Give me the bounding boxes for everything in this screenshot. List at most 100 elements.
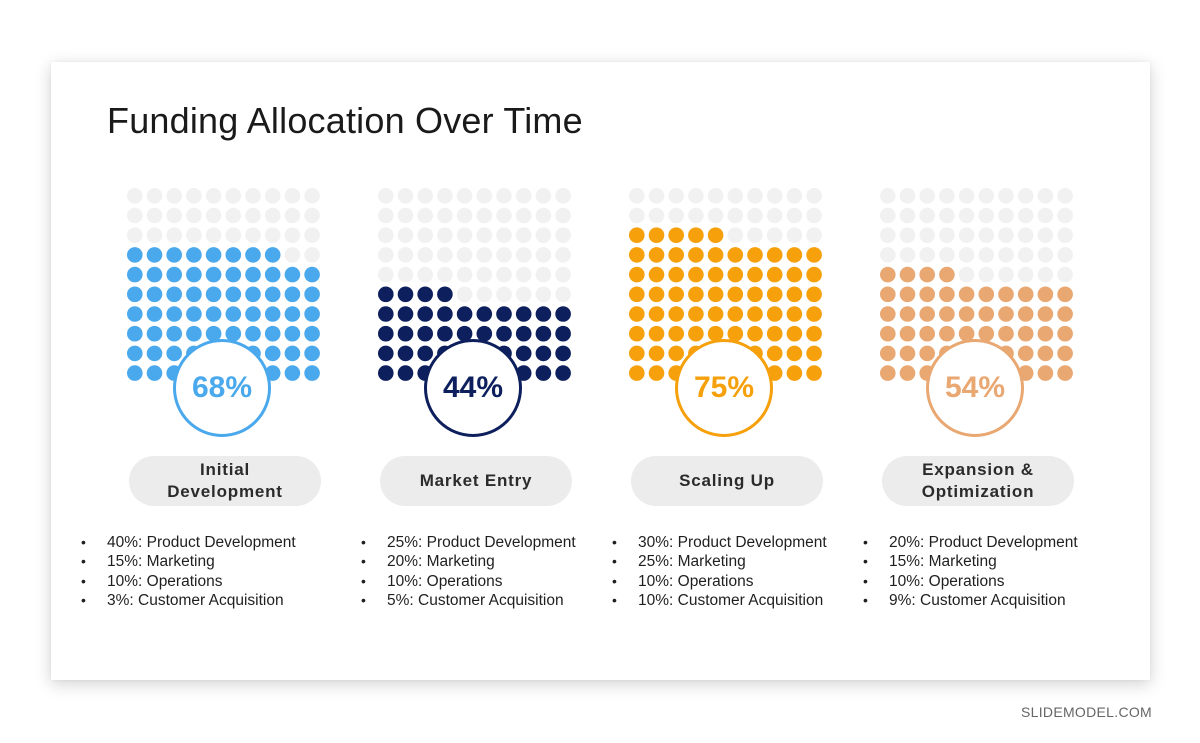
waffle-dot-filled xyxy=(225,286,242,303)
waffle-dot-filled xyxy=(707,247,724,263)
waffle-dot-filled xyxy=(535,325,552,342)
waffle-dot-filled xyxy=(747,247,763,263)
waffle-dot-filled xyxy=(880,345,896,362)
waffle-dot-filled xyxy=(766,345,783,362)
waffle-dot-filled xyxy=(205,266,222,283)
waffle-dot-filled xyxy=(727,266,744,283)
waffle-dot-empty xyxy=(264,207,281,224)
waffle-dot-empty xyxy=(899,227,916,243)
waffle-dot-empty xyxy=(284,227,301,243)
waffle-dot-empty xyxy=(668,188,684,204)
waffle-dot-empty xyxy=(437,207,453,224)
waffle-dot-filled xyxy=(186,247,202,263)
allocation-item: 10%: Operations xyxy=(361,572,576,592)
waffle-dot-empty xyxy=(998,207,1014,224)
waffle-dot-empty xyxy=(707,207,724,224)
waffle-dot-empty xyxy=(417,266,433,283)
waffle-dot-empty xyxy=(417,227,433,243)
waffle-dot-filled xyxy=(304,266,320,283)
waffle-dot-empty xyxy=(304,247,320,263)
waffle-dot-filled xyxy=(806,247,822,263)
waffle-dot-filled xyxy=(806,306,822,322)
waffle-dot-filled xyxy=(146,286,163,303)
waffle-dot-filled xyxy=(535,306,552,322)
waffle-dot-empty xyxy=(456,188,473,204)
waffle-dot-empty xyxy=(515,266,532,283)
waffle-dot-filled xyxy=(629,286,645,303)
waffle-dot-filled xyxy=(437,286,453,303)
waffle-dot-filled xyxy=(284,365,301,381)
stage-label: Market Entry xyxy=(380,456,572,506)
waffle-dot-filled xyxy=(264,266,281,283)
waffle-dot-empty xyxy=(899,188,916,204)
waffle-dot-filled xyxy=(245,247,261,263)
stage-label: Initial Development xyxy=(129,456,321,506)
waffle-dot-filled xyxy=(166,247,182,263)
waffle-dot-filled xyxy=(707,227,724,243)
waffle-dot-filled xyxy=(786,247,803,263)
waffle-dot-empty xyxy=(978,227,995,243)
stage-expansion-optimization: 54% Expansion & Optimization 20%: Product… xyxy=(863,62,1130,680)
waffle-dot-filled xyxy=(417,306,433,322)
waffle-dot-filled xyxy=(629,266,645,283)
waffle-dot-empty xyxy=(958,266,975,283)
waffle-dot-empty xyxy=(225,188,242,204)
waffle-dot-empty xyxy=(476,188,493,204)
allocation-item: 15%: Marketing xyxy=(863,552,1078,572)
waffle-dot-filled xyxy=(766,266,783,283)
waffle-dot-empty xyxy=(668,207,684,224)
waffle-dot-filled xyxy=(397,345,414,362)
waffle-dot-filled xyxy=(958,286,975,303)
waffle-dot-filled xyxy=(668,345,684,362)
percent-circle: 44% xyxy=(424,339,522,437)
waffle-dot-filled xyxy=(535,365,552,381)
waffle-dot-empty xyxy=(1037,207,1054,224)
waffle-dot-filled xyxy=(1037,325,1054,342)
percent-circle: 68% xyxy=(173,339,271,437)
stage-label-text: Expansion & Optimization xyxy=(922,459,1035,503)
waffle-dot-empty xyxy=(998,266,1014,283)
waffle-dot-filled xyxy=(555,345,571,362)
waffle-dot-filled xyxy=(688,227,704,243)
waffle-dot-empty xyxy=(437,247,453,263)
waffle-dot-filled xyxy=(1017,325,1034,342)
waffle-dot-filled xyxy=(1017,286,1034,303)
waffle-dot-empty xyxy=(555,247,571,263)
stage-initial-development: 68% Initial Development 40%: Product Deve… xyxy=(81,62,377,680)
waffle-dot-filled xyxy=(786,266,803,283)
waffle-dot-filled xyxy=(205,325,222,342)
waffle-dot-filled xyxy=(766,325,783,342)
allocation-item: 3%: Customer Acquisition xyxy=(81,591,296,611)
allocation-item: 30%: Product Development xyxy=(612,533,827,553)
waffle-dot-filled xyxy=(939,286,955,303)
waffle-dot-filled xyxy=(284,345,301,362)
waffle-dot-empty xyxy=(397,227,414,243)
waffle-dot-empty xyxy=(1057,247,1073,263)
waffle-dot-filled xyxy=(648,266,665,283)
waffle-dot-filled xyxy=(939,266,955,283)
waffle-dot-filled xyxy=(1057,306,1073,322)
waffle-dot-filled xyxy=(437,325,453,342)
waffle-dot-empty xyxy=(456,247,473,263)
waffle-dot-filled xyxy=(648,325,665,342)
waffle-dot-empty xyxy=(535,247,552,263)
waffle-dot-filled xyxy=(688,247,704,263)
waffle-dot-filled xyxy=(939,306,955,322)
waffle-dot-empty xyxy=(127,188,143,204)
waffle-dot-empty xyxy=(1057,227,1073,243)
waffle-dot-filled xyxy=(899,286,916,303)
waffle-dot-filled xyxy=(880,365,896,381)
waffle-dot-filled xyxy=(127,286,143,303)
waffle-dot-filled xyxy=(668,227,684,243)
stage-label-line: Optimization xyxy=(921,482,1035,501)
waffle-dot-empty xyxy=(629,188,645,204)
waffle-dot-empty xyxy=(397,188,414,204)
waffle-dot-empty xyxy=(437,227,453,243)
waffle-dot-filled xyxy=(786,365,803,381)
stage-label-line: Scaling Up xyxy=(679,471,775,490)
waffle-dot-filled xyxy=(786,306,803,322)
waffle-dot-empty xyxy=(978,247,995,263)
waffle-dot-empty xyxy=(476,247,493,263)
waffle-dot-empty xyxy=(555,207,571,224)
waffle-dot-filled xyxy=(264,247,281,263)
